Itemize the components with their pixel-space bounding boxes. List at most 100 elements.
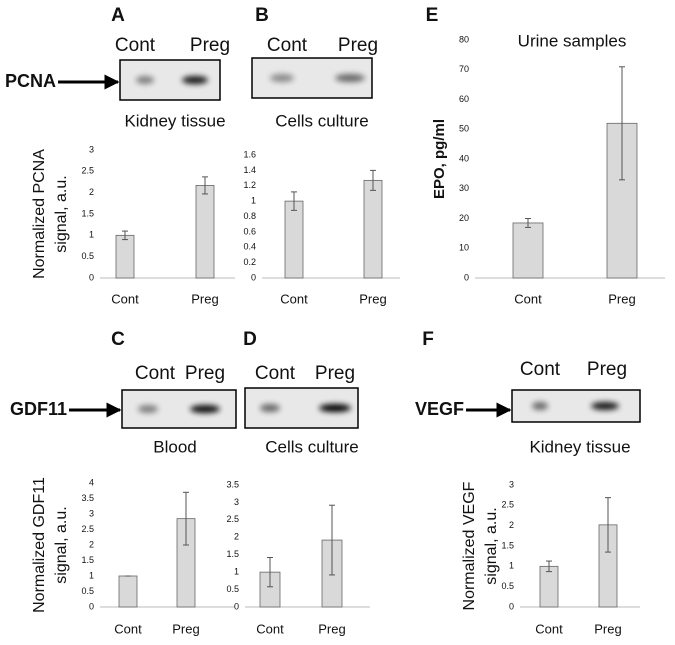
lane-label: Cont bbox=[267, 35, 308, 56]
error-bar bbox=[291, 191, 297, 211]
error-bar bbox=[525, 218, 531, 228]
y-tick-label: 2 bbox=[509, 520, 514, 530]
y-axis-label: Normalized GDF11 bbox=[31, 477, 48, 613]
blot-band bbox=[138, 405, 158, 413]
lane-label: Preg bbox=[185, 363, 225, 384]
x-tick-label: Cont bbox=[514, 291, 542, 306]
y-tick-label: 0.6 bbox=[243, 226, 256, 236]
y-tick-label: 2.5 bbox=[81, 524, 94, 534]
blot-band bbox=[190, 405, 220, 413]
bar bbox=[284, 200, 304, 279]
caption: Kidney tissue bbox=[124, 111, 225, 130]
y-tick-label: 80 bbox=[459, 34, 469, 44]
y-tick-label: 0.8 bbox=[243, 211, 256, 221]
y-tick-label: 1.5 bbox=[81, 208, 94, 218]
error-bar bbox=[202, 176, 208, 195]
y-tick-label: 60 bbox=[459, 94, 469, 104]
panel-letter: A bbox=[111, 5, 125, 26]
y-axis-label: Normalized VEGF bbox=[461, 481, 478, 610]
x-tick-label: Cont bbox=[256, 621, 284, 636]
y-tick-label: 2 bbox=[234, 532, 239, 542]
y-tick-label: 3 bbox=[89, 508, 94, 518]
blot-band bbox=[136, 76, 154, 84]
y-tick-label: 2 bbox=[89, 187, 94, 197]
error-bar bbox=[122, 230, 128, 241]
x-tick-label: Preg bbox=[191, 291, 218, 306]
panel-letter: F bbox=[422, 329, 434, 350]
y-axis-label: Normalized PCNA bbox=[31, 149, 48, 279]
y-tick-label: 1.5 bbox=[81, 555, 94, 565]
lane-label: Preg bbox=[587, 359, 627, 380]
y-tick-label: 0.5 bbox=[226, 584, 239, 594]
bar bbox=[115, 234, 135, 279]
chart-title: Urine samples bbox=[518, 31, 627, 50]
panel-letter: C bbox=[111, 329, 125, 350]
caption: Kidney tissue bbox=[529, 437, 630, 456]
bar bbox=[195, 185, 215, 279]
lane-label: Cont bbox=[520, 359, 561, 380]
y-tick-label: 1 bbox=[89, 230, 94, 240]
lane-label: Cont bbox=[135, 363, 176, 384]
bar bbox=[118, 575, 138, 608]
y-tick-label: 30 bbox=[459, 183, 469, 193]
error-bar bbox=[267, 557, 273, 588]
y-tick-label: 0.5 bbox=[501, 581, 514, 591]
y-tick-label: 0.5 bbox=[81, 586, 94, 596]
y-tick-label: 0 bbox=[464, 272, 469, 282]
x-tick-label: Cont bbox=[280, 291, 308, 306]
y-tick-label: 0 bbox=[509, 601, 514, 611]
y-tick-label: 1.5 bbox=[501, 540, 514, 550]
x-tick-label: Preg bbox=[359, 291, 386, 306]
bar bbox=[363, 179, 383, 279]
y-tick-label: 1.5 bbox=[226, 549, 239, 559]
y-tick-label: 0 bbox=[89, 272, 94, 282]
error-bar bbox=[183, 491, 189, 546]
marker-label: GDF11 bbox=[10, 399, 67, 419]
y-tick-label: 10 bbox=[459, 243, 469, 253]
x-tick-label: Preg bbox=[172, 621, 199, 636]
x-tick-label: Preg bbox=[318, 621, 345, 636]
lane-label: Cont bbox=[115, 35, 156, 56]
lane-label: Cont bbox=[255, 363, 296, 384]
y-axis-label: signal, a.u. bbox=[53, 175, 70, 252]
y-tick-label: 2 bbox=[89, 539, 94, 549]
lane-label: Preg bbox=[338, 35, 378, 56]
y-tick-label: 0 bbox=[251, 272, 256, 282]
y-tick-label: 40 bbox=[459, 153, 469, 163]
y-tick-label: 3.5 bbox=[81, 493, 94, 503]
blot-band bbox=[260, 404, 280, 412]
error-bar bbox=[605, 497, 611, 553]
y-tick-label: 3 bbox=[509, 479, 514, 489]
y-tick-label: 0 bbox=[89, 601, 94, 611]
y-tick-label: 2.5 bbox=[226, 514, 239, 524]
y-tick-label: 50 bbox=[459, 124, 469, 134]
x-tick-label: Cont bbox=[535, 621, 563, 636]
y-tick-label: 2.5 bbox=[501, 500, 514, 510]
caption: Cells culture bbox=[275, 111, 369, 130]
panel-letter: E bbox=[426, 5, 439, 26]
x-tick-label: Preg bbox=[608, 291, 635, 306]
error-bar bbox=[370, 169, 376, 191]
y-tick-label: 1.2 bbox=[243, 180, 256, 190]
y-tick-label: 0.4 bbox=[243, 242, 256, 252]
y-tick-label: 0 bbox=[234, 601, 239, 611]
x-tick-label: Cont bbox=[111, 291, 139, 306]
y-tick-label: 0.5 bbox=[81, 251, 94, 261]
blot-band bbox=[270, 74, 294, 82]
blot-band bbox=[335, 74, 365, 82]
y-tick-label: 1.6 bbox=[243, 149, 256, 159]
y-tick-label: 2.5 bbox=[81, 166, 94, 176]
error-bar bbox=[329, 504, 335, 576]
y-tick-label: 1.4 bbox=[243, 165, 256, 175]
lane-label: Preg bbox=[190, 35, 230, 56]
bar bbox=[512, 222, 544, 279]
y-tick-label: 3 bbox=[234, 497, 239, 507]
y-tick-label: 1 bbox=[509, 561, 514, 571]
y-tick-label: 4 bbox=[89, 477, 94, 487]
error-bar bbox=[546, 560, 552, 573]
y-tick-label: 1 bbox=[234, 567, 239, 577]
marker-label: VEGF bbox=[415, 399, 464, 419]
blot bbox=[511, 389, 641, 423]
panel-letter: D bbox=[243, 329, 257, 350]
